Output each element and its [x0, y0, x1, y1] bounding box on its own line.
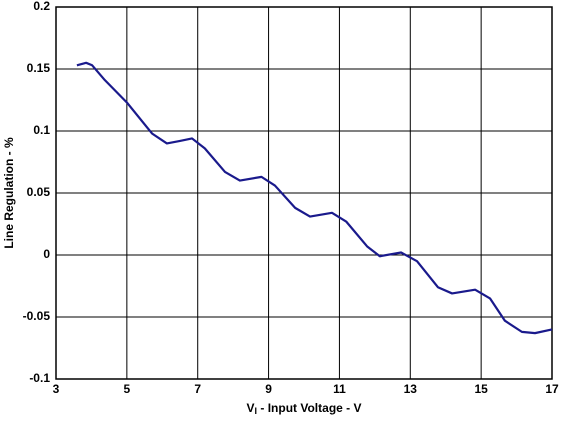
- x-tick-label: 3: [53, 382, 60, 396]
- y-axis-label: Line Regulation - %: [2, 137, 16, 249]
- y-tick-label: 0: [43, 247, 50, 261]
- y-tick-label: 0.05: [27, 185, 51, 199]
- x-tick-label: 13: [404, 382, 418, 396]
- x-tick-label: 15: [474, 382, 488, 396]
- y-tick-label: 0.2: [33, 0, 50, 13]
- x-tick-label: 9: [265, 382, 272, 396]
- y-tick-label: -0.05: [23, 309, 51, 323]
- x-tick-label: 5: [124, 382, 131, 396]
- x-label-rest: - Input Voltage - V: [257, 401, 361, 415]
- y-tick-label: 0.1: [33, 123, 50, 137]
- y-tick-label: -0.1: [29, 371, 50, 385]
- x-tick-label: 17: [545, 382, 559, 396]
- x-label-sub: I: [255, 406, 258, 416]
- x-tick-label: 7: [194, 382, 201, 396]
- x-axis-label: VI - Input Voltage - V: [247, 401, 362, 416]
- data-line: [76, 61, 553, 335]
- plot-frame: [55, 6, 553, 380]
- x-tick-label: 11: [333, 382, 346, 396]
- x-label-main: V: [247, 401, 255, 415]
- y-tick-label: 0.15: [27, 61, 51, 75]
